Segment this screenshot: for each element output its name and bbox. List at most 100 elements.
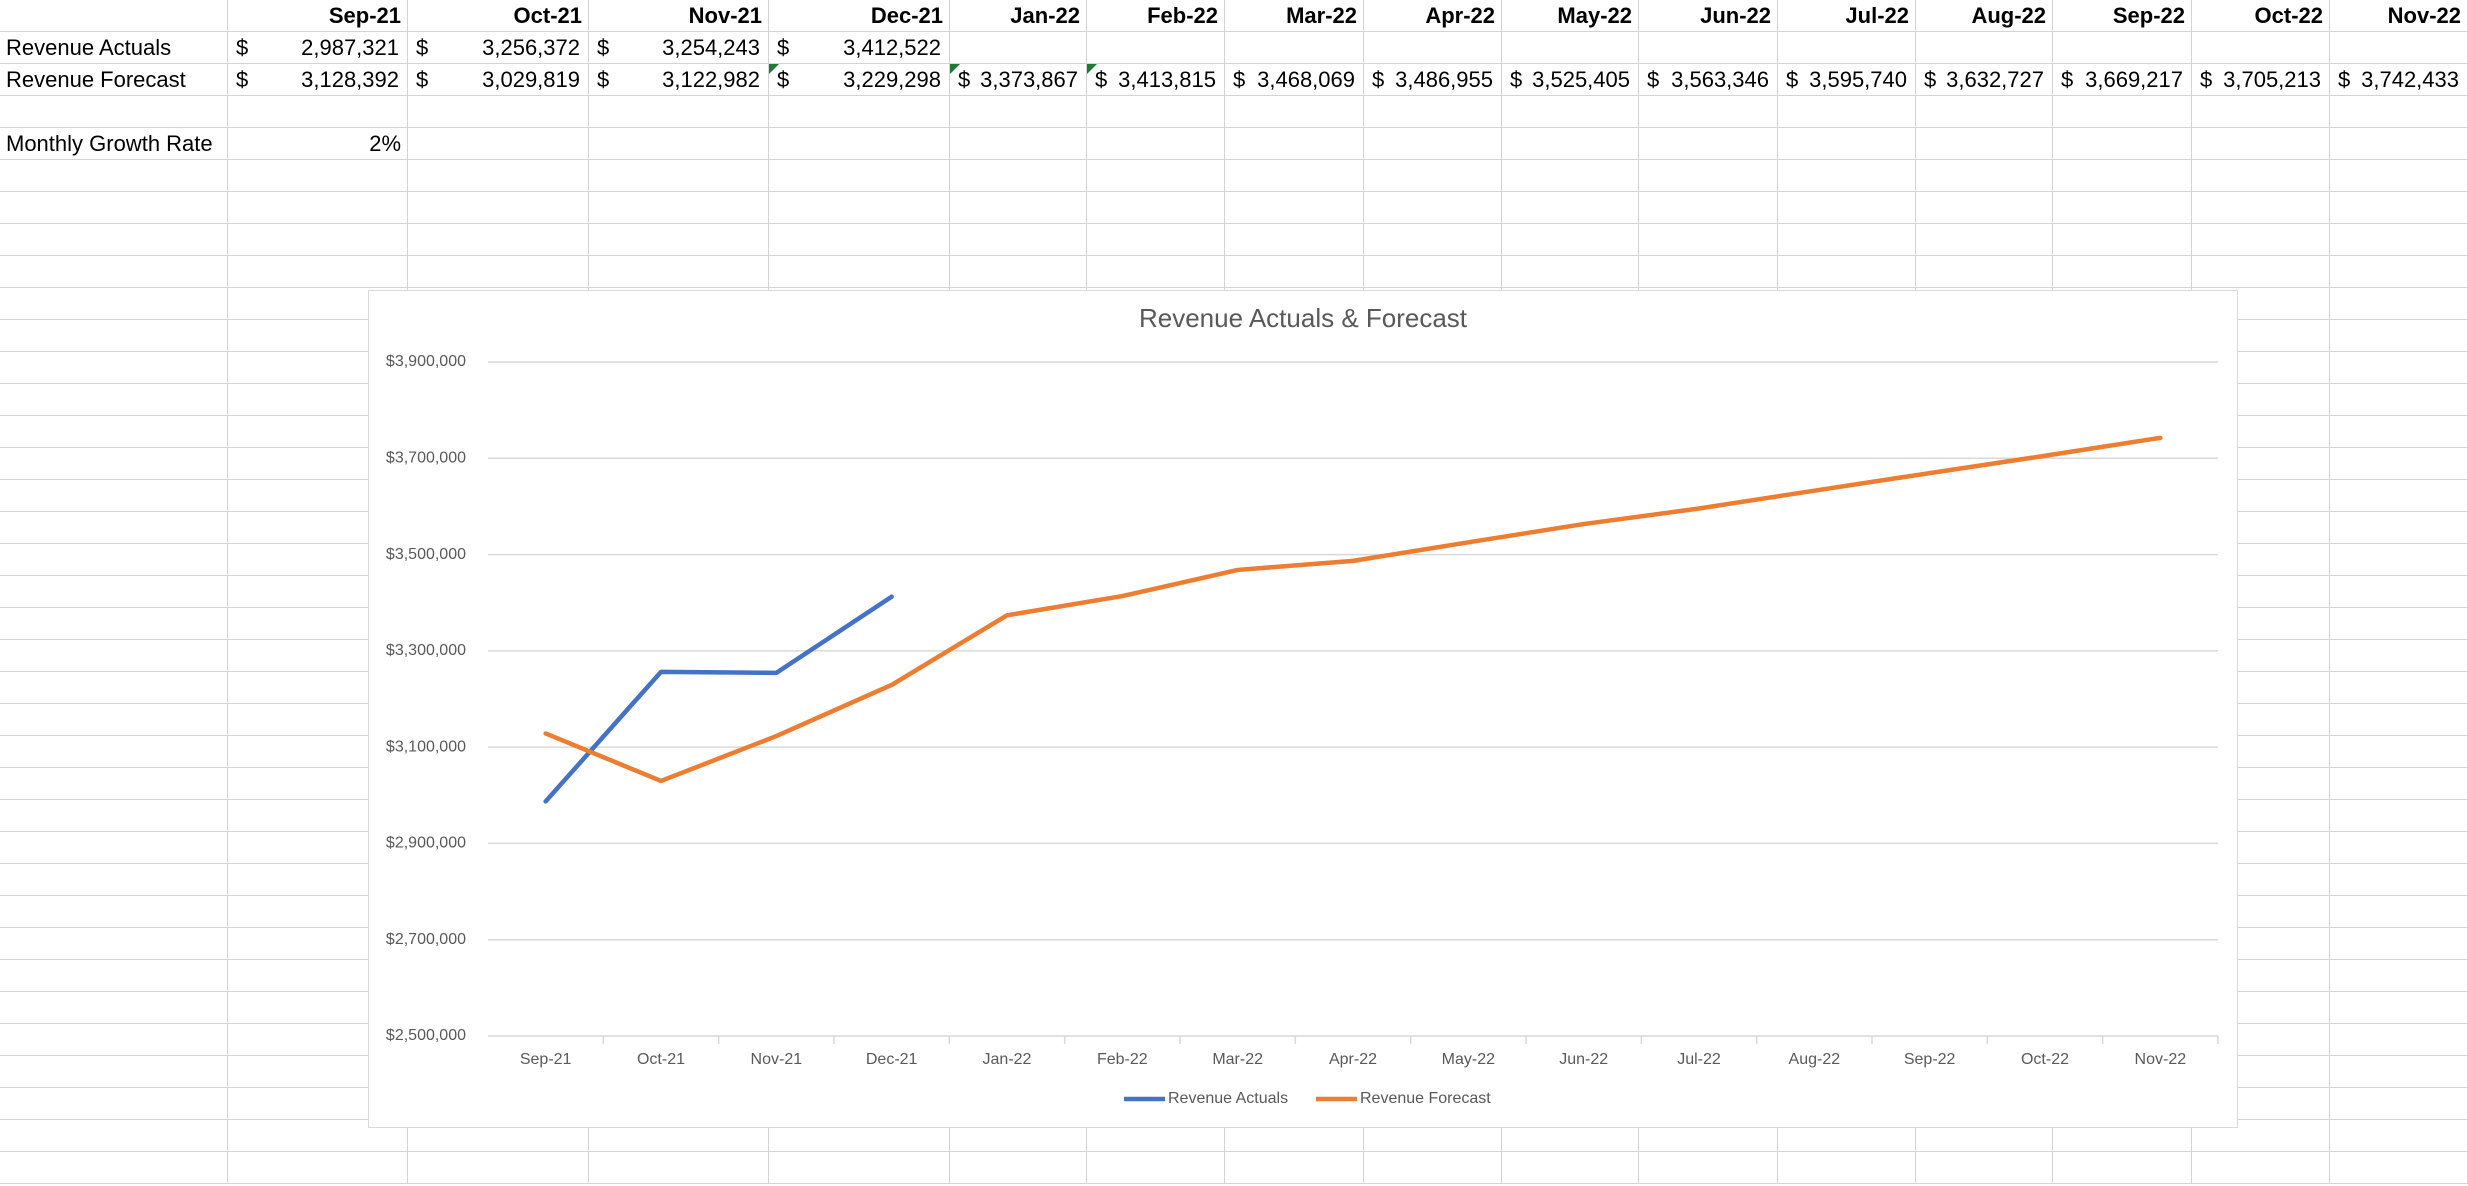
empty-cell[interactable] (1916, 1152, 2053, 1184)
empty-cell[interactable] (0, 800, 228, 832)
currency-cell[interactable]: $3,525,405 (1502, 64, 1639, 96)
empty-cell[interactable] (408, 1120, 589, 1152)
empty-cell[interactable] (769, 128, 950, 160)
empty-cell[interactable] (769, 96, 950, 128)
empty-cell[interactable] (1225, 1120, 1364, 1152)
empty-cell[interactable] (2330, 960, 2468, 992)
empty-cell[interactable] (0, 576, 228, 608)
empty-cell[interactable] (1087, 128, 1225, 160)
empty-cell[interactable] (2192, 1120, 2330, 1152)
empty-cell[interactable] (0, 320, 228, 352)
empty-cell[interactable] (2192, 192, 2330, 224)
empty-cell[interactable] (2192, 736, 2330, 768)
empty-cell[interactable] (589, 1152, 769, 1184)
empty-cell[interactable] (0, 192, 228, 224)
empty-cell[interactable] (2330, 1024, 2468, 1056)
empty-cell[interactable] (0, 1088, 228, 1120)
empty-cell[interactable] (0, 1152, 228, 1184)
column-header[interactable]: Sep-21 (228, 0, 408, 32)
empty-cell[interactable] (0, 928, 228, 960)
empty-cell[interactable] (0, 704, 228, 736)
empty-cell[interactable] (589, 256, 769, 288)
empty-cell[interactable] (1087, 160, 1225, 192)
empty-cell[interactable] (0, 480, 228, 512)
empty-cell[interactable] (769, 160, 950, 192)
empty-cell[interactable] (0, 672, 228, 704)
empty-cell[interactable] (2053, 1120, 2192, 1152)
column-header[interactable]: Oct-21 (408, 0, 589, 32)
empty-cell[interactable] (769, 256, 950, 288)
column-header[interactable]: Aug-22 (1916, 0, 2053, 32)
empty-cell[interactable] (1778, 32, 1916, 64)
column-header[interactable]: May-22 (1502, 0, 1639, 32)
empty-cell[interactable] (589, 128, 769, 160)
empty-cell[interactable] (1364, 32, 1502, 64)
empty-cell[interactable] (1778, 224, 1916, 256)
currency-cell[interactable]: $3,632,727 (1916, 64, 2053, 96)
column-header[interactable]: Jul-22 (1778, 0, 1916, 32)
empty-cell[interactable] (2053, 128, 2192, 160)
empty-cell[interactable] (589, 96, 769, 128)
empty-cell[interactable] (2192, 224, 2330, 256)
empty-cell[interactable] (408, 256, 589, 288)
empty-cell[interactable] (589, 192, 769, 224)
empty-cell[interactable] (0, 960, 228, 992)
empty-cell[interactable] (1502, 160, 1639, 192)
empty-cell[interactable] (2192, 992, 2330, 1024)
value-cell[interactable]: 2% (228, 128, 408, 160)
empty-cell[interactable] (0, 1120, 228, 1152)
empty-cell[interactable] (589, 224, 769, 256)
empty-cell[interactable] (2192, 32, 2330, 64)
empty-cell[interactable] (1639, 128, 1778, 160)
empty-cell[interactable] (1502, 256, 1639, 288)
column-header[interactable]: Mar-22 (1225, 0, 1364, 32)
empty-cell[interactable] (0, 256, 228, 288)
currency-cell[interactable]: $3,486,955 (1364, 64, 1502, 96)
empty-cell[interactable] (2053, 1152, 2192, 1184)
empty-cell[interactable] (1225, 96, 1364, 128)
empty-cell[interactable] (2192, 160, 2330, 192)
empty-cell[interactable] (0, 0, 228, 32)
empty-cell[interactable] (408, 160, 589, 192)
empty-cell[interactable] (408, 224, 589, 256)
empty-cell[interactable] (2192, 608, 2330, 640)
empty-cell[interactable] (950, 160, 1087, 192)
empty-cell[interactable] (0, 224, 228, 256)
empty-cell[interactable] (2192, 512, 2330, 544)
empty-cell[interactable] (1916, 96, 2053, 128)
empty-cell[interactable] (2192, 896, 2330, 928)
empty-cell[interactable] (2192, 800, 2330, 832)
empty-cell[interactable] (0, 1024, 228, 1056)
empty-cell[interactable] (1364, 1120, 1502, 1152)
empty-cell[interactable] (1778, 128, 1916, 160)
empty-cell[interactable] (1639, 1120, 1778, 1152)
empty-cell[interactable] (1916, 128, 2053, 160)
empty-cell[interactable] (1916, 256, 2053, 288)
empty-cell[interactable] (2192, 576, 2330, 608)
empty-cell[interactable] (589, 160, 769, 192)
currency-cell[interactable]: $3,563,346 (1639, 64, 1778, 96)
empty-cell[interactable] (0, 864, 228, 896)
empty-cell[interactable] (1778, 256, 1916, 288)
empty-cell[interactable] (2192, 96, 2330, 128)
empty-cell[interactable] (0, 768, 228, 800)
empty-cell[interactable] (950, 32, 1087, 64)
empty-cell[interactable] (1225, 1152, 1364, 1184)
empty-cell[interactable] (228, 192, 408, 224)
empty-cell[interactable] (2192, 1152, 2330, 1184)
empty-cell[interactable] (2330, 896, 2468, 928)
empty-cell[interactable] (950, 1120, 1087, 1152)
empty-cell[interactable] (2330, 288, 2468, 320)
empty-cell[interactable] (1639, 1152, 1778, 1184)
empty-cell[interactable] (2330, 32, 2468, 64)
empty-cell[interactable] (2330, 544, 2468, 576)
empty-cell[interactable] (2192, 128, 2330, 160)
empty-cell[interactable] (2330, 672, 2468, 704)
empty-cell[interactable] (1639, 192, 1778, 224)
empty-cell[interactable] (1502, 192, 1639, 224)
empty-cell[interactable] (2330, 480, 2468, 512)
empty-cell[interactable] (1502, 224, 1639, 256)
empty-cell[interactable] (2192, 768, 2330, 800)
empty-cell[interactable] (2192, 288, 2330, 320)
empty-cell[interactable] (1364, 128, 1502, 160)
